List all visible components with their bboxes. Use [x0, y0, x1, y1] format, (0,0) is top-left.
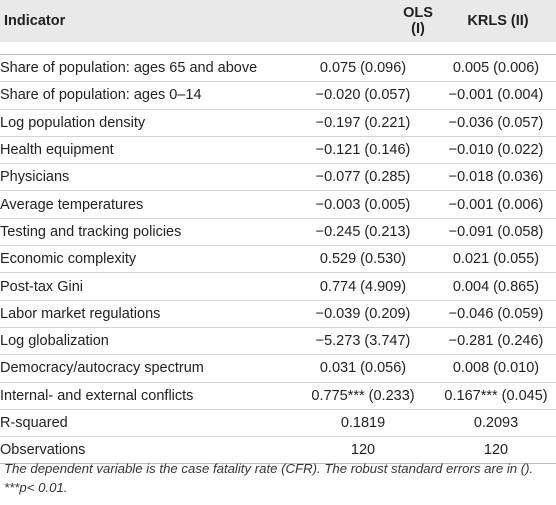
cell-indicator: R-squared	[0, 409, 290, 438]
cell-indicator: Log population density	[0, 109, 290, 137]
cell-indicator: Labor market regulations	[0, 300, 290, 328]
cell-indicator: Log globalization	[0, 327, 290, 356]
table-footnote: The dependent variable is the case fatal…	[4, 459, 552, 497]
cell-ols: 0.031 (0.056)	[290, 354, 436, 383]
cell-ols: 120	[290, 436, 436, 465]
regression-table: Indicator OLS (I) KRLS (II) Share of pop…	[0, 0, 556, 465]
cell-indicator: Share of population: ages 65 and above	[0, 54, 290, 83]
table-row: Observations 120 120	[0, 436, 556, 465]
cell-ols: −0.197 (0.221)	[290, 109, 436, 137]
header-krls: KRLS (II)	[467, 13, 529, 29]
cell-indicator: Physicians	[0, 163, 290, 192]
cell-indicator: Health equipment	[0, 136, 290, 165]
table-row: Physicians −0.077 (0.285) −0.018 (0.036)	[0, 163, 556, 192]
table-row: Log population density −0.197 (0.221) −0.0…	[0, 109, 556, 137]
cell-ols: 0.775*** (0.233)	[290, 382, 436, 410]
cell-indicator: Share of population: ages 0–14	[0, 81, 290, 110]
cell-ols: −0.077 (0.285)	[290, 163, 436, 192]
cell-krls: 0.004 (0.865)	[436, 272, 556, 301]
cell-ols: −5.273 (3.747)	[290, 327, 436, 356]
cell-krls: 0.005 (0.006)	[436, 54, 556, 83]
cell-indicator: Observations	[0, 436, 290, 465]
table-row: Log globalization −5.273 (3.747) −0.281 (0…	[0, 327, 556, 356]
cell-ols: −0.245 (0.213)	[290, 218, 436, 247]
footnote-line-2: ***p< 0.01.	[4, 480, 68, 495]
table-row: Health equipment −0.121 (0.146) −0.010 (0.…	[0, 136, 556, 165]
table-row: Post-tax Gini 0.774 (4.909) 0.004 (0.865)	[0, 272, 556, 301]
cell-krls: 0.008 (0.010)	[436, 354, 556, 383]
cell-ols: −0.020 (0.057)	[290, 81, 436, 110]
table-row: Share of population: ages 0–14 −0.020 (0.…	[0, 81, 556, 110]
cell-ols: 0.1819	[290, 409, 436, 438]
cell-krls: −0.001 (0.004)	[436, 81, 556, 110]
cell-krls: 0.2093	[436, 409, 556, 438]
cell-indicator: Democracy/autocracy spectrum	[0, 354, 290, 383]
cell-krls: −0.010 (0.022)	[436, 136, 556, 165]
cell-indicator: Economic complexity	[0, 245, 290, 274]
cell-krls: −0.036 (0.057)	[436, 109, 556, 137]
table-header-row: Indicator OLS (I) KRLS (II)	[0, 0, 556, 42]
cell-ols: −0.003 (0.005)	[290, 190, 436, 219]
cell-ols: 0.529 (0.530)	[290, 245, 436, 274]
footnote-line-1: The dependent variable is the case fatal…	[4, 461, 534, 476]
cell-ols: 0.075 (0.096)	[290, 54, 436, 83]
header-ols: OLS (I)	[403, 5, 433, 37]
cell-krls: −0.018 (0.036)	[436, 163, 556, 192]
table-row: Testing and tracking policies −0.245 (0.2…	[0, 218, 556, 247]
cell-krls: 0.021 (0.055)	[436, 245, 556, 274]
cell-indicator: Testing and tracking policies	[0, 218, 290, 247]
table-row: Economic complexity 0.529 (0.530) 0.021 (0…	[0, 245, 556, 274]
cell-krls: −0.001 (0.006)	[436, 190, 556, 219]
table-spacer-row	[0, 42, 556, 55]
header-indicator: Indicator	[4, 13, 66, 29]
table-body: Share of population: ages 65 and above 0.…	[0, 42, 556, 465]
cell-indicator: Internal- and external conflicts	[0, 382, 290, 410]
table-row: Internal- and external conflicts 0.775***…	[0, 382, 556, 410]
table-row: Average temperatures −0.003 (0.005) −0.001…	[0, 190, 556, 219]
cell-krls: −0.281 (0.246)	[436, 327, 556, 356]
table-row: Democracy/autocracy spectrum 0.031 (0.056…	[0, 354, 556, 383]
table-row: Share of population: ages 65 and above 0.…	[0, 54, 556, 83]
cell-indicator: Post-tax Gini	[0, 272, 290, 301]
cell-ols: 0.774 (4.909)	[290, 272, 436, 301]
table-row: Labor market regulations −0.039 (0.209) −0…	[0, 300, 556, 328]
table-row: R-squared 0.1819 0.2093	[0, 409, 556, 438]
cell-krls: −0.091 (0.058)	[436, 218, 556, 247]
cell-ols: −0.039 (0.209)	[290, 300, 436, 328]
cell-krls: −0.046 (0.059)	[436, 300, 556, 328]
cell-ols: −0.121 (0.146)	[290, 136, 436, 165]
cell-krls: 0.167*** (0.045)	[436, 382, 556, 410]
cell-indicator: Average temperatures	[0, 190, 290, 219]
cell-krls: 120	[436, 436, 556, 465]
